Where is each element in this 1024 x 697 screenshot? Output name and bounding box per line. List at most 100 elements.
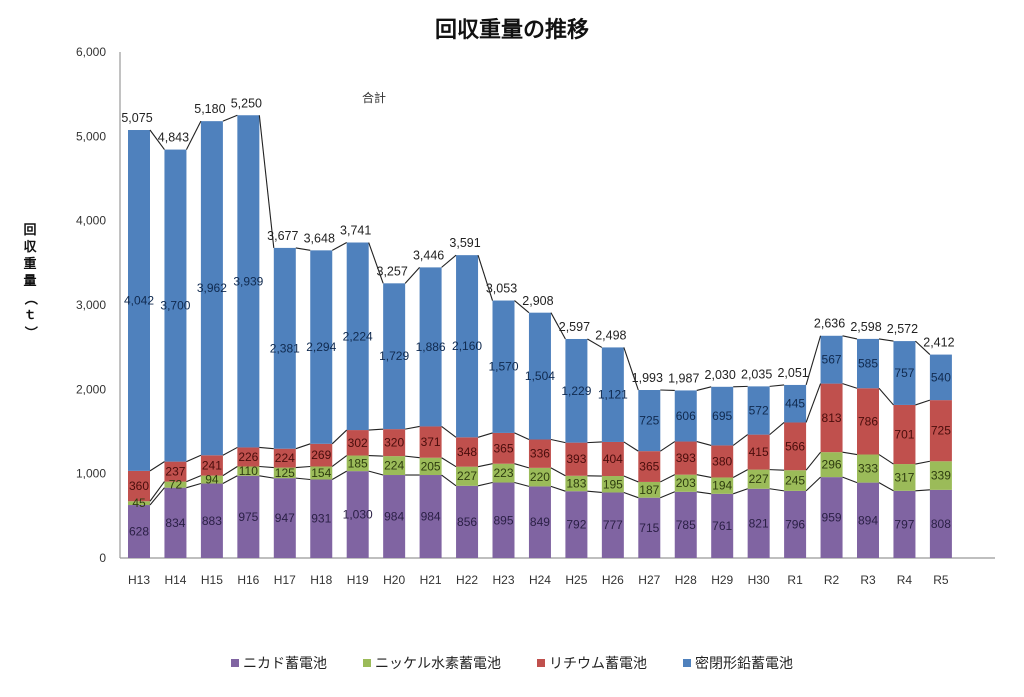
series-line: [550, 485, 566, 492]
bar-segment: [565, 338, 588, 443]
series-line: [295, 247, 311, 251]
data-label: 227: [457, 469, 477, 483]
bar-segment: [601, 347, 624, 442]
data-label: 2,224: [343, 329, 373, 343]
bar-segment: [346, 242, 369, 431]
data-label: 72: [169, 478, 183, 492]
x-tick-label: H27: [638, 573, 660, 587]
data-label: 572: [749, 404, 769, 418]
bar-segment: [200, 455, 223, 476]
bar-segment: [200, 483, 223, 558]
data-label: 540: [931, 370, 951, 384]
legend-item: 密閉形鉛蓄電池: [683, 653, 793, 673]
data-label: 110: [239, 464, 258, 478]
series-line: [696, 474, 712, 479]
bar-segment: [383, 429, 406, 457]
bar-segment: [747, 488, 770, 558]
legend-item: ニッケル水素蓄電池: [363, 653, 501, 673]
bar-segment: [528, 439, 551, 468]
total-label: 3,591: [449, 236, 480, 250]
series-line: [805, 451, 821, 471]
y-tick-label: 4,000: [76, 214, 106, 228]
legend-swatch: [683, 659, 691, 667]
data-label: 185: [348, 456, 368, 470]
series-line: [769, 469, 785, 471]
bar-segment: [164, 481, 187, 488]
bar-segment: [747, 469, 770, 489]
bar-segment: [929, 354, 952, 401]
data-label: 1,030: [343, 508, 373, 522]
data-label: 296: [822, 458, 842, 472]
series-line: [186, 483, 202, 489]
data-label: 348: [457, 445, 477, 459]
data-labels: 628 834 883 975 947 931 1,030 984 984 856 895 849 79…: [121, 96, 954, 538]
bar-segment: [711, 445, 734, 478]
y-axis-label-char: 量: [23, 274, 37, 289]
x-tick-label: H13: [128, 573, 150, 587]
total-label: 2,412: [923, 336, 954, 350]
data-label: 585: [858, 357, 878, 371]
bars: [128, 115, 952, 558]
bar-segment: [383, 475, 406, 558]
data-label: 195: [603, 477, 623, 491]
legend: ニカド蓄電池 ニッケル水素蓄電池 リチウム蓄電池 密閉形鉛蓄電池: [0, 653, 1024, 673]
data-label: 2,381: [270, 341, 300, 355]
data-label: 757: [894, 366, 914, 380]
y-axis-label-char: ｔ: [23, 308, 37, 323]
x-tick-label: H14: [164, 573, 186, 587]
series-line: [149, 481, 165, 502]
series-line: [842, 383, 858, 389]
bar-segment: [674, 474, 697, 492]
x-tick-label: H18: [310, 573, 332, 587]
data-label: 785: [676, 518, 696, 532]
bar-segment: [310, 443, 333, 467]
series-line: [550, 467, 566, 477]
bar-segment: [237, 466, 260, 476]
series-line: [149, 129, 165, 150]
data-label: 777: [603, 518, 623, 532]
series-line: [878, 482, 894, 492]
bar-segment: [456, 466, 479, 486]
series-line: [149, 487, 165, 506]
total-label: 3,053: [486, 282, 517, 296]
series-line: [222, 466, 238, 477]
series-line: [842, 451, 858, 456]
total-label: 1,993: [632, 371, 663, 385]
data-label: 606: [676, 409, 696, 423]
bar-segment: [492, 482, 515, 558]
x-tick-label: H19: [347, 573, 369, 587]
data-label: 320: [384, 436, 404, 450]
total-label: 5,180: [194, 102, 225, 116]
bar-segment: [164, 461, 187, 482]
data-label: 567: [822, 353, 842, 367]
bar-segment: [492, 432, 515, 464]
y-tick-label: 3,000: [76, 298, 106, 312]
series-line: [842, 476, 858, 484]
bar-segment: [346, 455, 369, 472]
series-lines: [149, 114, 931, 506]
legend-swatch: [537, 659, 545, 667]
x-tick-label: H20: [383, 573, 405, 587]
data-label: 360: [129, 479, 149, 493]
bar-segment: [638, 451, 661, 482]
bar-segment: [128, 505, 150, 558]
bar-segment: [820, 452, 843, 478]
series-line: [405, 425, 420, 430]
data-label: 94: [205, 473, 219, 487]
data-label: 1,729: [379, 349, 409, 363]
series-line: [295, 477, 311, 481]
bar-segment: [346, 430, 369, 456]
series-line: [441, 254, 457, 268]
data-label: 883: [202, 514, 222, 528]
bar-segment: [601, 492, 624, 558]
bar-segment: [784, 490, 807, 558]
data-label: 984: [384, 510, 404, 524]
x-tick-label: H26: [602, 573, 624, 587]
bar-segment: [310, 479, 333, 558]
series-line: [842, 335, 858, 340]
bar-segment: [237, 115, 260, 448]
bar-segment: [310, 250, 333, 444]
total-label: 2,051: [777, 366, 808, 380]
data-label: 2,160: [452, 339, 482, 353]
data-label: 701: [894, 427, 914, 441]
